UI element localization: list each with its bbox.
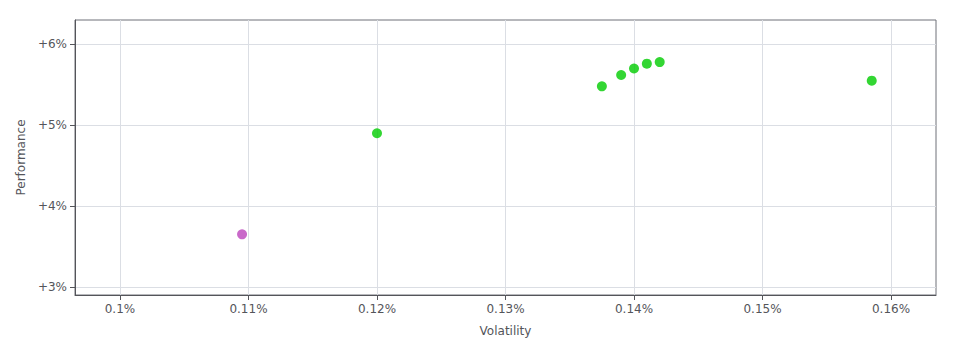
- svg-text:0.13%: 0.13%: [486, 302, 524, 316]
- svg-text:0.15%: 0.15%: [743, 302, 781, 316]
- svg-text:0.11%: 0.11%: [229, 302, 267, 316]
- svg-text:Performance: Performance: [14, 119, 28, 195]
- svg-text:+5%: +5%: [38, 118, 67, 132]
- svg-text:+3%: +3%: [38, 280, 67, 294]
- svg-text:0.1%: 0.1%: [105, 302, 136, 316]
- svg-text:0.12%: 0.12%: [358, 302, 396, 316]
- svg-text:0.16%: 0.16%: [872, 302, 910, 316]
- svg-text:0.14%: 0.14%: [615, 302, 653, 316]
- svg-text:Volatility: Volatility: [480, 324, 532, 338]
- svg-text:+4%: +4%: [38, 199, 67, 213]
- svg-text:+6%: +6%: [38, 37, 67, 51]
